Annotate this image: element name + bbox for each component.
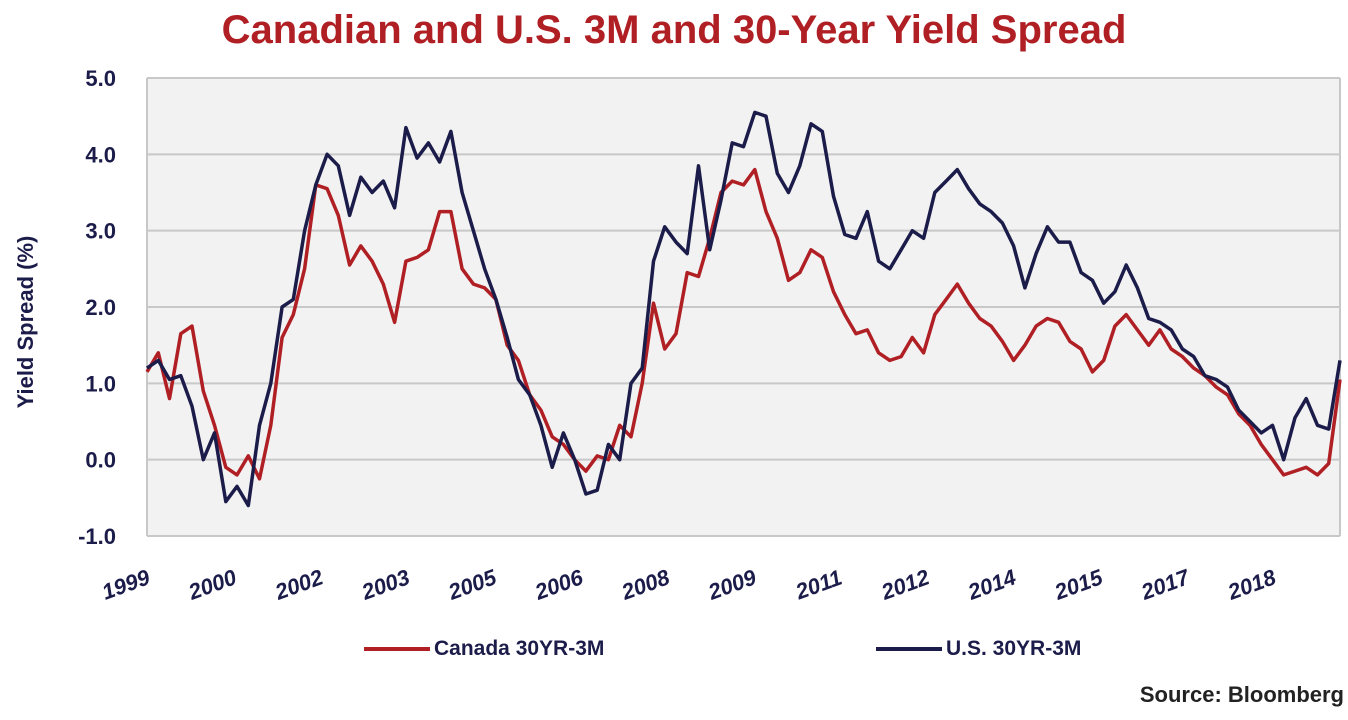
- legend-item-canada: Canada 30YR-3M: [364, 637, 604, 661]
- legend-label-canada: Canada 30YR-3M: [434, 637, 605, 660]
- gridlines: [146, 77, 1341, 537]
- legend-swatch-us: [876, 647, 942, 651]
- y-tick-label: 5.0: [85, 66, 116, 91]
- legend-item-us: U.S. 30YR-3M: [876, 637, 1081, 661]
- source-note: Source: Bloomberg: [1139, 682, 1344, 707]
- series-line-canada: [145, 167, 1342, 481]
- x-tick-label: 2009: [704, 564, 760, 605]
- x-tick-label: 2002: [271, 564, 327, 605]
- x-tick-label: 2003: [357, 564, 412, 605]
- y-tick-label: 3.0: [85, 219, 116, 244]
- legend-label-us: U.S. 30YR-3M: [946, 637, 1082, 660]
- x-tick-label: 2015: [1050, 564, 1106, 605]
- x-tick-labels: 1999 2000 2002 2003 2005 2006 2008 2009 2011 2012…: [99, 564, 1280, 605]
- x-tick-label: 2017: [1137, 564, 1194, 605]
- y-tick-label: 1.0: [85, 371, 116, 396]
- x-tick-label: 2005: [444, 564, 500, 605]
- y-tick-label: 4.0: [85, 142, 116, 167]
- series-lines: [145, 110, 1342, 508]
- x-tick-label: 2006: [531, 564, 587, 605]
- x-tick-label: 2011: [791, 565, 845, 605]
- x-tick-label: 2012: [877, 564, 933, 605]
- chart-title: Canadian and U.S. 3M and 30-Year Yield S…: [221, 8, 1127, 52]
- x-tick-label: 2018: [1224, 564, 1280, 605]
- y-tick-label: 0.0: [85, 448, 116, 473]
- x-tick-label: 2008: [617, 564, 673, 605]
- legend-swatch-canada: [364, 647, 430, 651]
- y-tick-label: -1.0: [78, 524, 116, 549]
- x-tick-label: 1999: [99, 564, 154, 604]
- series-line-us: [146, 110, 1342, 508]
- y-tick-labels: 5.0 4.0 3.0 2.0 1.0 0.0 -1.0: [78, 66, 116, 549]
- x-tick-label: 2014: [964, 564, 1019, 605]
- x-tick-label: 2000: [184, 564, 240, 605]
- y-tick-label: 2.0: [85, 295, 116, 320]
